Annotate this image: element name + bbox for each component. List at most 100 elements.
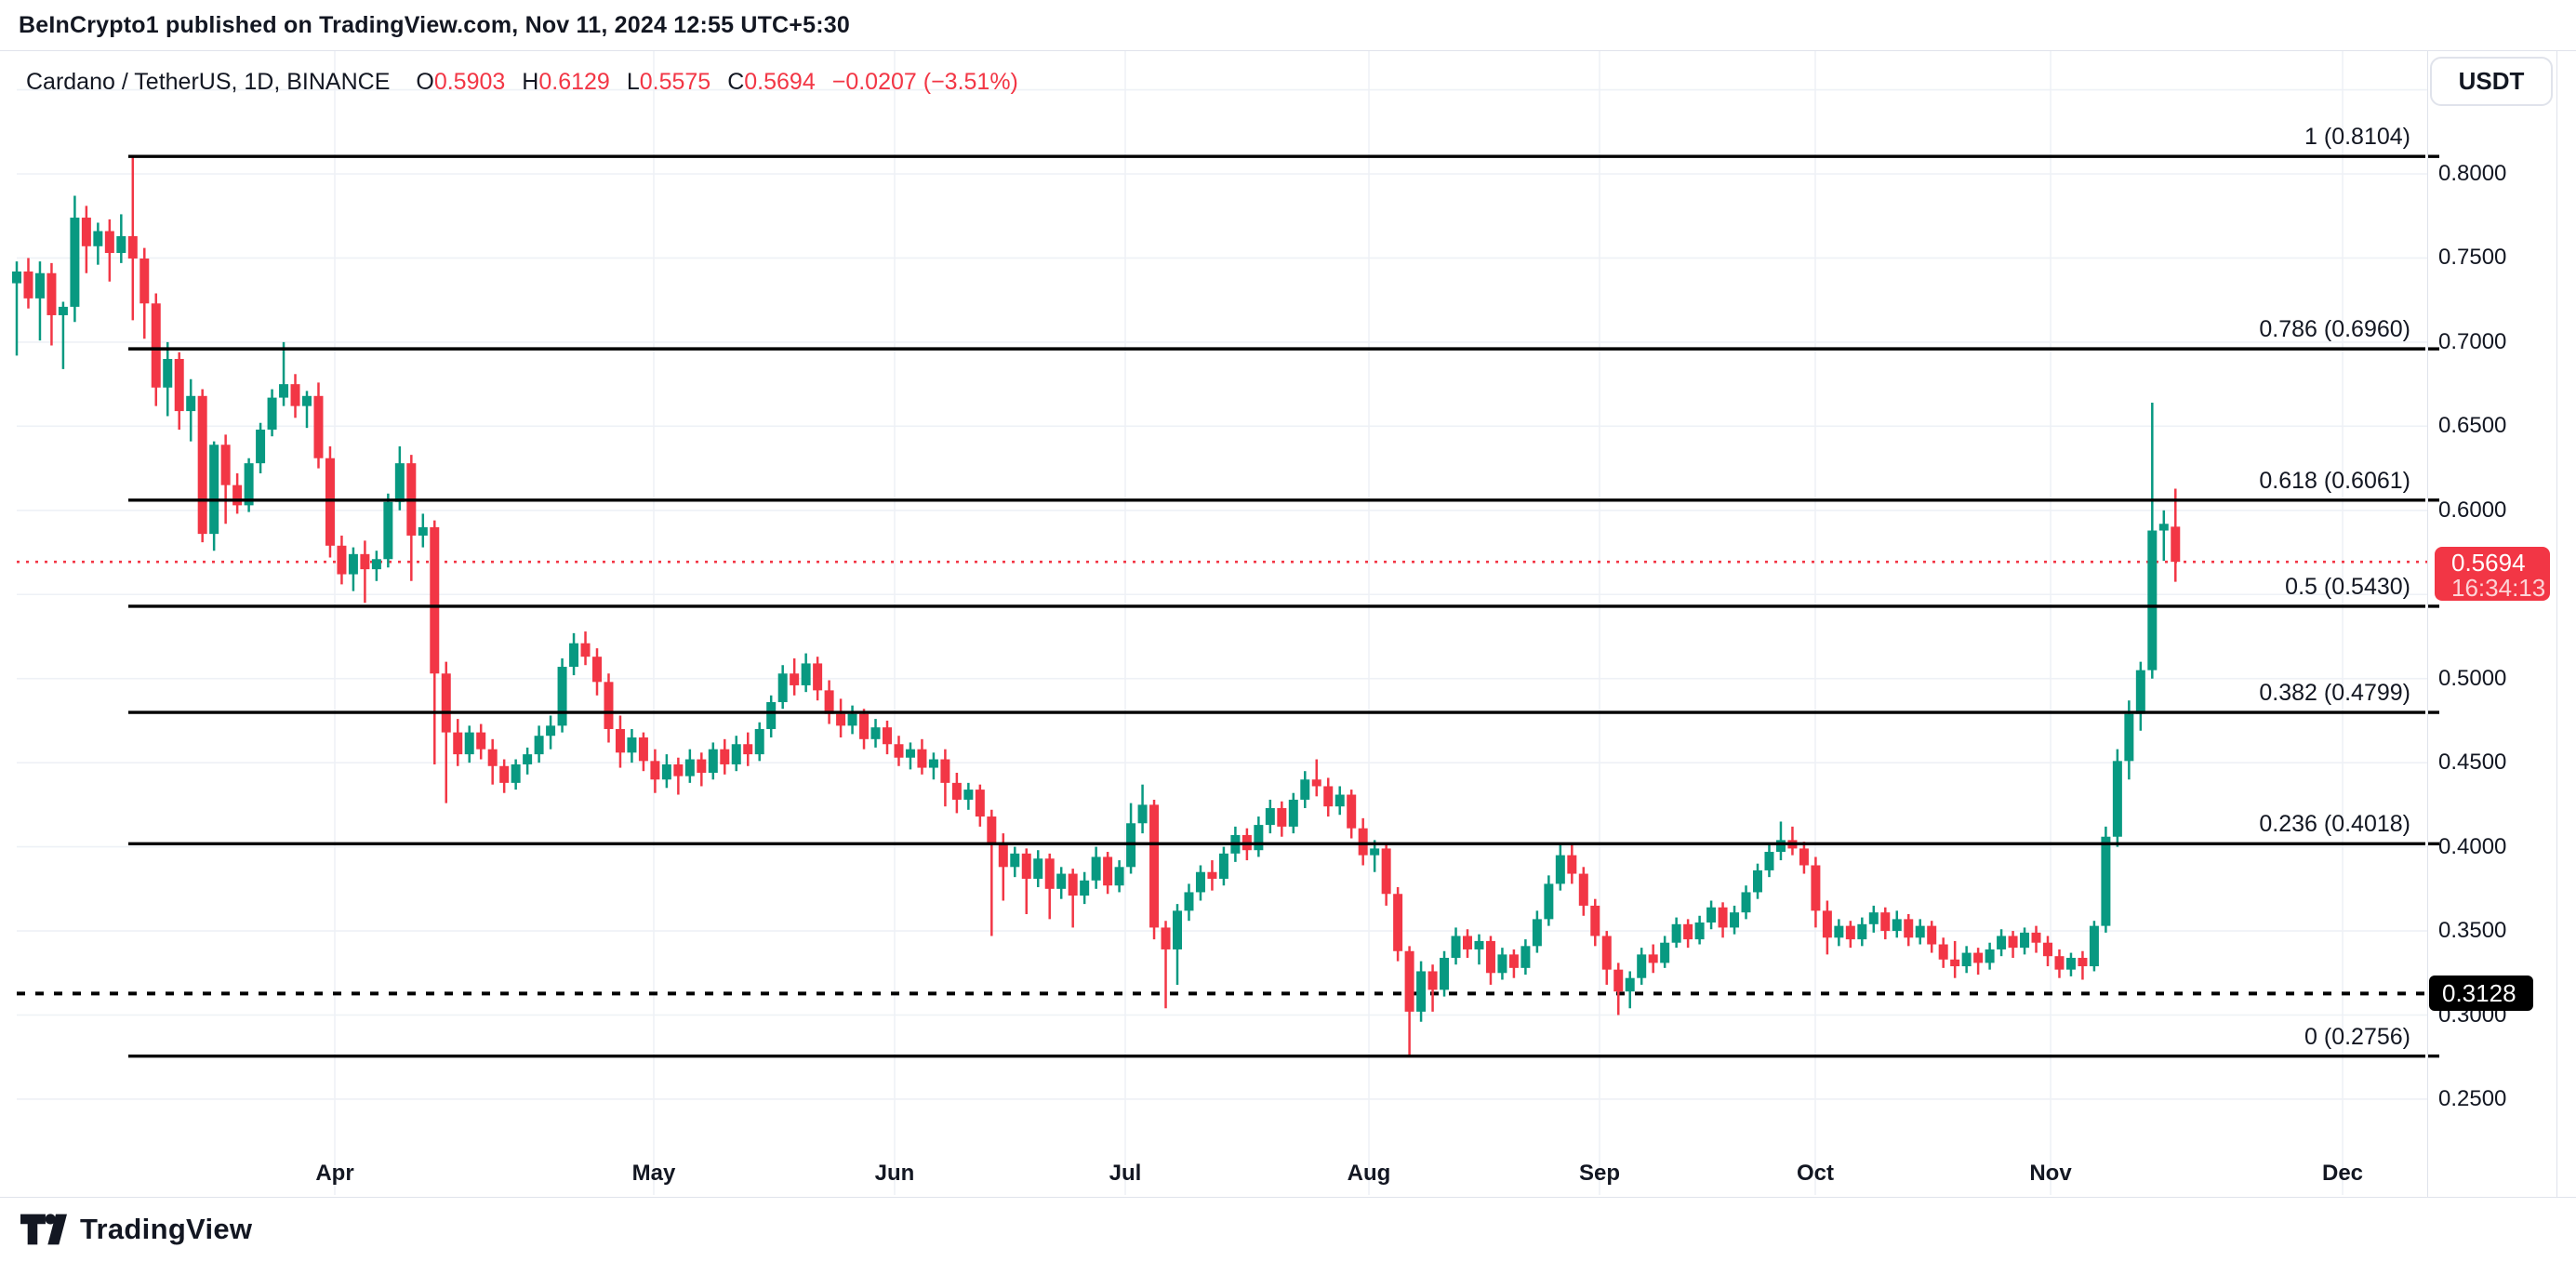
candle-body — [1161, 927, 1171, 949]
candle-body — [708, 749, 718, 774]
candle-body — [1648, 954, 1658, 963]
candle-body — [116, 235, 126, 254]
candle-body — [1137, 804, 1148, 824]
candle-body — [1323, 786, 1334, 807]
fib-label: 0.236 (0.4018) — [2259, 811, 2410, 838]
month-label-nov[interactable]: Nov — [2029, 1161, 2072, 1186]
month-label-may[interactable]: May — [631, 1161, 676, 1186]
candle-body — [1277, 807, 1287, 827]
candle-body — [174, 358, 184, 412]
candle-body — [1532, 919, 1542, 947]
candle-body — [1961, 952, 1972, 967]
candle-body — [1927, 925, 1937, 945]
price-axis-label: 0.8000 — [2438, 161, 2507, 186]
price-axis-label: 0.6000 — [2438, 497, 2507, 523]
candle-body — [453, 732, 463, 755]
publisher-text: BeInCrypto1 published on TradingView.com… — [19, 11, 850, 38]
currency-toggle-button[interactable]: USDT — [2430, 57, 2553, 106]
candle-body — [418, 526, 428, 536]
candle-body — [684, 759, 695, 777]
fib-label: 0.5 (0.5430) — [2285, 573, 2410, 600]
candle-body — [127, 235, 138, 259]
candle-body — [1950, 959, 1960, 967]
candle-body — [348, 553, 358, 575]
candle-body — [1915, 925, 1925, 938]
candle-body — [1451, 936, 1461, 958]
candle-body — [186, 395, 196, 412]
candle-body — [998, 843, 1008, 868]
candle-body — [46, 272, 57, 315]
candle-body — [1218, 853, 1228, 879]
candle-body — [1799, 848, 1809, 866]
candle-body — [1764, 852, 1774, 870]
month-label-jun[interactable]: Jun — [874, 1161, 915, 1186]
candle-body — [1578, 873, 1588, 906]
month-label-aug[interactable]: Aug — [1347, 1161, 1391, 1186]
candle-body — [267, 397, 277, 430]
candle-body — [1254, 825, 1264, 851]
month-label-dec[interactable]: Dec — [2321, 1161, 2364, 1186]
fib-label: 0 (0.2756) — [2304, 1023, 2410, 1050]
symbol-legend[interactable]: Cardano / TetherUS, 1D, BINANCE O0.5903 … — [26, 63, 1018, 100]
candle-body — [441, 673, 451, 733]
candle-body — [1300, 779, 1310, 800]
candle-body — [81, 218, 91, 246]
candle-body — [12, 271, 21, 284]
candle-body — [824, 690, 834, 714]
candle-body — [220, 445, 231, 485]
candle-body — [1834, 925, 1844, 938]
candle-body — [1671, 923, 1681, 943]
month-label-oct[interactable]: Oct — [1796, 1161, 1835, 1186]
candle-body — [1683, 923, 1693, 940]
candle-body — [1173, 910, 1182, 949]
candle-body — [1706, 907, 1717, 923]
candle-body — [1938, 944, 1948, 960]
candle-body — [1694, 923, 1705, 940]
month-label-jul[interactable]: Jul — [1109, 1161, 1142, 1186]
candle-body — [1021, 853, 1031, 879]
candle-body — [163, 358, 173, 388]
candle-body — [731, 744, 741, 764]
candle-body — [2031, 932, 2041, 943]
candle-body — [870, 727, 881, 739]
candle-body — [23, 271, 33, 299]
symbol-title: Cardano / TetherUS, 1D, BINANCE — [26, 68, 391, 95]
candle-body — [1497, 954, 1507, 974]
candle-body — [650, 761, 660, 780]
candle-body — [290, 384, 300, 406]
candle-body — [1590, 905, 1600, 936]
candle-body — [1103, 856, 1113, 886]
candle-body — [801, 663, 811, 685]
candle-body — [883, 727, 892, 745]
legend-open: O0.5903 — [416, 68, 506, 95]
candle-body — [244, 463, 254, 506]
candle-body — [1056, 873, 1067, 889]
candle-body — [1427, 971, 1438, 990]
candle-body — [2043, 942, 2052, 957]
candle-body — [70, 218, 80, 307]
candle-body — [1393, 894, 1403, 951]
candle-body — [1416, 971, 1427, 1012]
month-label-apr[interactable]: Apr — [315, 1161, 354, 1186]
candle-body — [661, 763, 671, 780]
candle-body — [777, 673, 788, 703]
candle-body — [766, 702, 777, 729]
candle-body — [93, 231, 103, 246]
candle-body — [1044, 858, 1055, 889]
candle-body — [790, 673, 800, 685]
month-label-sep[interactable]: Sep — [1578, 1161, 1621, 1186]
price-axis-label: 0.3500 — [2438, 918, 2507, 944]
candle-body — [580, 643, 591, 657]
candle-body — [1370, 848, 1380, 856]
price-axis-label: 0.2500 — [2438, 1085, 2507, 1111]
candle-body — [34, 272, 45, 299]
candle-body — [1080, 880, 1090, 896]
candle-body — [2065, 957, 2076, 970]
legend-close: C0.5694 — [727, 68, 816, 95]
candle-body — [232, 484, 243, 506]
candle-body — [1091, 856, 1101, 881]
candle-body — [383, 501, 393, 560]
candle-body — [604, 682, 614, 729]
footer-brand[interactable]: TradingView — [0, 1198, 2576, 1261]
